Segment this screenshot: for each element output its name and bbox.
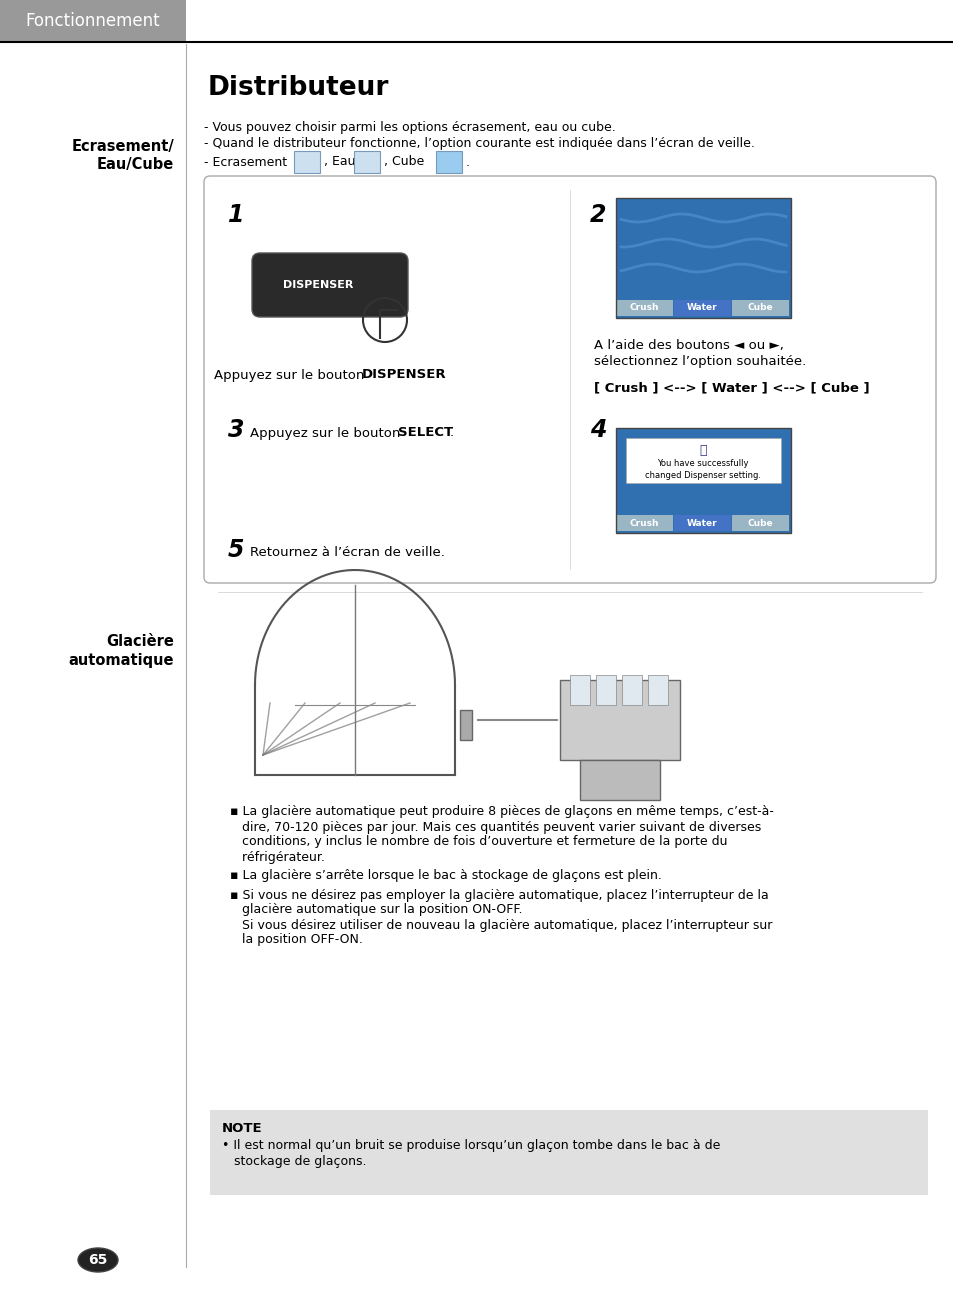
Bar [621,674,641,704]
Bar [616,246,790,282]
Text: ▪ Si vous ne désirez pas employer la glacière automatique, placez l’interrupteur: ▪ Si vous ne désirez pas employer la gla… [230,889,768,902]
Text: Fonctionnement: Fonctionnement [26,12,160,30]
Bar [596,674,616,704]
FancyBboxPatch shape [252,254,408,318]
Text: You have successfully: You have successfully [657,460,748,468]
Bar [616,427,790,533]
Bar [0,0,186,42]
Bar [673,515,730,531]
Text: ▪ La glacière automatique peut produire 8 pièces de glaçons en même temps, c’est: ▪ La glacière automatique peut produire … [230,805,773,818]
Text: Ecrasement/: Ecrasement/ [71,139,173,153]
Text: réfrigérateur.: réfrigérateur. [230,851,325,864]
Bar [559,680,679,759]
Text: dire, 70-120 pièces par jour. Mais ces quantités peuvent varier suivant de diver: dire, 70-120 pièces par jour. Mais ces q… [230,821,760,834]
Bar [625,438,781,484]
Text: 3: 3 [228,418,244,442]
Text: - Ecrasement: - Ecrasement [204,156,287,169]
Text: Water: Water [686,519,717,528]
Bar [354,152,379,173]
Bar [616,197,790,318]
Bar [731,515,788,531]
Text: - Quand le distributeur fonctionne, l’option courante est indiquée dans l’écran : - Quand le distributeur fonctionne, l’op… [204,137,754,150]
Text: 4: 4 [589,418,606,442]
Text: Cube: Cube [747,519,773,528]
Text: Si vous désirez utiliser de nouveau la glacière automatique, placez l’interrupte: Si vous désirez utiliser de nouveau la g… [230,919,772,932]
Bar [616,427,790,533]
Bar [673,301,730,316]
Text: Glacière: Glacière [106,634,173,650]
Text: Appuyez sur le bouton: Appuyez sur le bouton [213,369,368,382]
Text: Crush: Crush [629,519,659,528]
Text: .: . [450,426,454,439]
Bar [569,674,589,704]
Text: A l’aide des boutons ◄ ou ►,: A l’aide des boutons ◄ ou ►, [594,339,783,352]
Text: 65: 65 [89,1253,108,1266]
Text: Distributeur: Distributeur [208,74,389,101]
Text: , Eau: , Eau [324,156,355,169]
Bar [186,0,953,42]
Text: Appuyez sur le bouton: Appuyez sur le bouton [250,426,404,439]
Bar [616,234,790,318]
Text: conditions, y inclus le nombre de fois d’ouverture et fermeture de la porte du: conditions, y inclus le nombre de fois d… [230,835,727,848]
Bar [436,152,461,173]
Bar [616,197,790,318]
Text: • Il est normal qu’un bruit se produise lorsqu’un glaçon tombe dans le bac à de: • Il est normal qu’un bruit se produise … [222,1140,720,1153]
Text: sélectionnez l’option souhaitée.: sélectionnez l’option souhaitée. [594,356,805,369]
Text: DISPENSER: DISPENSER [361,369,446,382]
Text: la position OFF-ON.: la position OFF-ON. [230,933,362,946]
Text: changed Dispenser setting.: changed Dispenser setting. [644,471,760,480]
Bar [579,759,659,800]
Text: NOTE: NOTE [222,1121,262,1134]
Bar [731,301,788,316]
Text: .: . [430,369,434,382]
Bar [459,710,472,740]
Text: SELECT: SELECT [397,426,453,439]
Text: ⓘ: ⓘ [699,443,706,456]
Text: - Vous pouvez choisir parmi les options écrasement, eau ou cube.: - Vous pouvez choisir parmi les options … [204,120,615,133]
Text: , Cube: , Cube [384,156,424,169]
Bar [294,152,319,173]
Text: 2: 2 [589,203,606,227]
Text: DISPENSER: DISPENSER [282,280,353,290]
Text: ▪ La glacière s’arrête lorsque le bac à stockage de glaçons est plein.: ▪ La glacière s’arrête lorsque le bac à … [230,869,661,882]
Text: .: . [465,156,470,169]
Ellipse shape [78,1248,118,1272]
Text: Cube: Cube [747,303,773,312]
Bar [616,301,672,316]
Bar [647,674,667,704]
FancyBboxPatch shape [204,176,935,583]
Text: Crush: Crush [629,303,659,312]
Text: [ Crush ] <--> [ Water ] <--> [ Cube ]: [ Crush ] <--> [ Water ] <--> [ Cube ] [594,382,869,395]
Bar [616,515,672,531]
Text: 1: 1 [228,203,244,227]
Text: stockage de glaçons.: stockage de glaçons. [222,1155,366,1168]
Text: Water: Water [686,303,717,312]
Text: Retournez à l’écran de veille.: Retournez à l’écran de veille. [250,546,444,559]
Text: automatique: automatique [69,652,173,668]
Text: glacière automatique sur la position ON-OFF.: glacière automatique sur la position ON-… [230,903,522,916]
Text: Eau/Cube: Eau/Cube [96,157,173,171]
Text: 5: 5 [228,538,244,562]
Bar [210,1110,927,1195]
